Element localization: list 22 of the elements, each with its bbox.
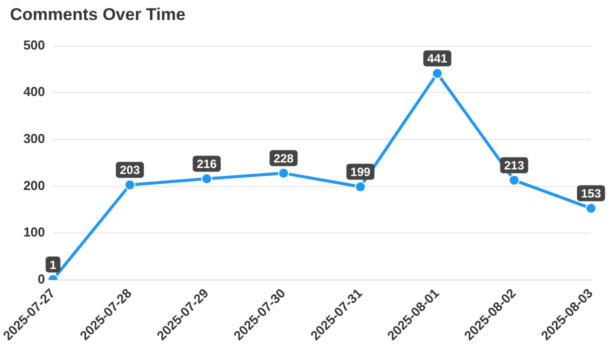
data-label: 441 xyxy=(427,52,448,66)
point xyxy=(586,202,596,214)
y-tick-label: 100 xyxy=(23,224,46,240)
data-label: 228 xyxy=(274,151,294,166)
data-label: 216 xyxy=(196,157,218,172)
data-label: 199 xyxy=(350,165,371,180)
y-tick-label: 500 xyxy=(23,37,46,52)
chart-title: Comments Over Time xyxy=(10,5,186,25)
data-label: 203 xyxy=(120,163,140,178)
y-tick-label: 0 xyxy=(38,272,46,287)
point xyxy=(354,181,366,192)
y-tick-label: 300 xyxy=(23,131,46,146)
y-tick-label: 400 xyxy=(23,84,46,100)
point xyxy=(278,168,290,179)
point xyxy=(508,174,520,186)
data-label: 153 xyxy=(580,186,602,201)
point xyxy=(432,68,443,79)
y-tick-label: 200 xyxy=(23,178,46,193)
point xyxy=(124,179,136,190)
data-label: 1 xyxy=(50,258,57,272)
point xyxy=(201,173,212,184)
data-label: 213 xyxy=(504,158,524,173)
